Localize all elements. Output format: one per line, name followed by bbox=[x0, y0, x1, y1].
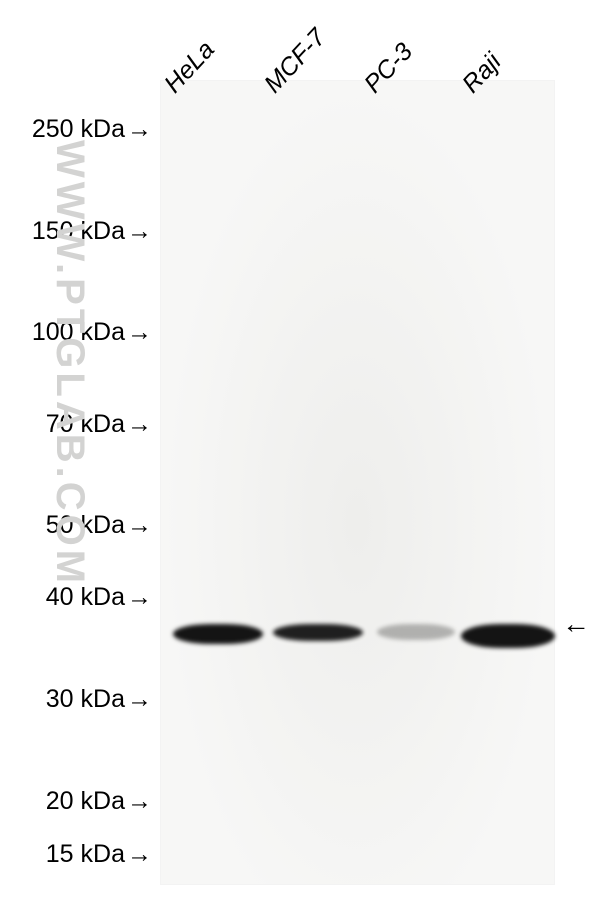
arrow-right-icon: → bbox=[127, 318, 152, 347]
blot-band bbox=[273, 624, 363, 641]
blot-band bbox=[173, 624, 263, 644]
mw-marker-label: 100 kDa bbox=[15, 318, 125, 347]
mw-marker-label: 250 kDa bbox=[15, 115, 125, 144]
mw-marker: 250 kDa→ bbox=[15, 115, 152, 144]
mw-marker-label: 70 kDa bbox=[15, 410, 125, 439]
arrow-right-icon: → bbox=[127, 685, 152, 714]
arrow-right-icon: → bbox=[127, 511, 152, 540]
arrow-right-icon: → bbox=[127, 840, 152, 869]
result-arrow-glyph: ← bbox=[562, 608, 590, 640]
result-arrow: ← bbox=[562, 608, 590, 640]
mw-marker: 40 kDa→ bbox=[15, 583, 152, 612]
blot-membrane bbox=[160, 80, 555, 885]
mw-marker-label: 50 kDa bbox=[15, 511, 125, 540]
mw-marker-label: 150 kDa bbox=[15, 217, 125, 246]
mw-marker: 70 kDa→ bbox=[15, 410, 152, 439]
blot-band bbox=[461, 624, 555, 648]
mw-marker: 30 kDa→ bbox=[15, 685, 152, 714]
blot-figure: HeLaMCF-7PC-3Raji 250 kDa→150 kDa→100 kD… bbox=[0, 0, 600, 903]
mw-marker-label: 40 kDa bbox=[15, 583, 125, 612]
mw-marker: 20 kDa→ bbox=[15, 787, 152, 816]
blot-background bbox=[161, 81, 554, 884]
arrow-right-icon: → bbox=[127, 410, 152, 439]
arrow-right-icon: → bbox=[127, 115, 152, 144]
mw-marker-label: 30 kDa bbox=[15, 685, 125, 714]
mw-marker-label: 15 kDa bbox=[15, 840, 125, 869]
mw-marker: 50 kDa→ bbox=[15, 511, 152, 540]
mw-marker: 15 kDa→ bbox=[15, 840, 152, 869]
mw-marker: 100 kDa→ bbox=[15, 318, 152, 347]
arrow-right-icon: → bbox=[127, 217, 152, 246]
arrow-right-icon: → bbox=[127, 787, 152, 816]
mw-marker-label: 20 kDa bbox=[15, 787, 125, 816]
mw-marker: 150 kDa→ bbox=[15, 217, 152, 246]
blot-band bbox=[377, 624, 455, 640]
arrow-right-icon: → bbox=[127, 583, 152, 612]
